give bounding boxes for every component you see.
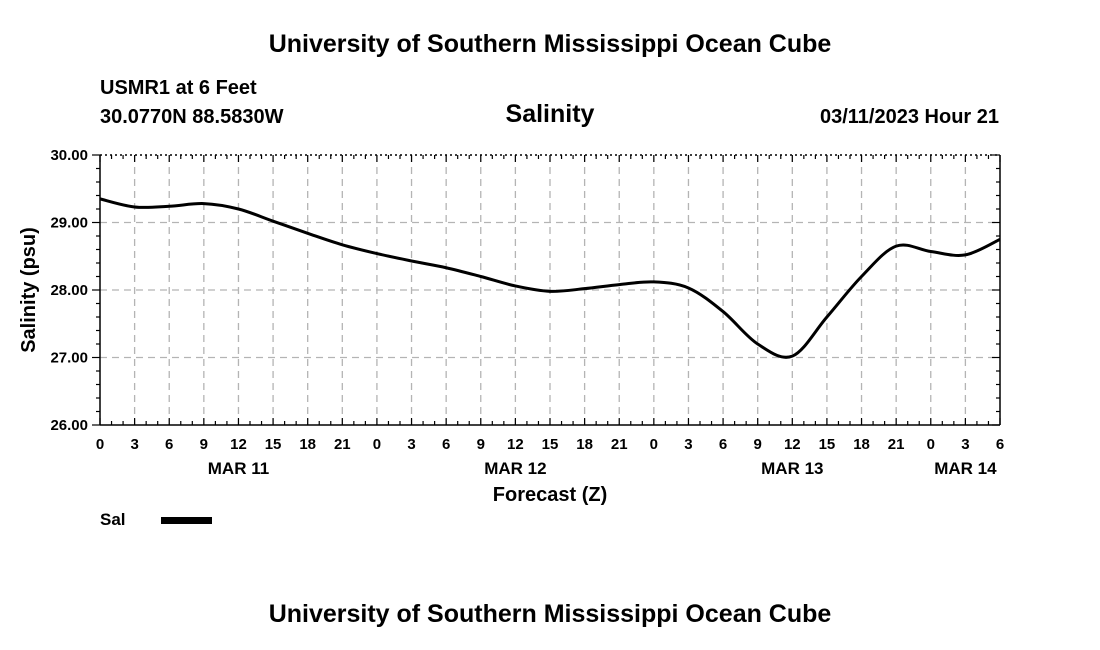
station-coordinates: 30.0770N 88.5830W	[100, 106, 284, 128]
date-label: MAR 13	[761, 459, 823, 478]
x-tick-label: 15	[265, 436, 282, 453]
legend-swatch	[161, 517, 212, 524]
x-tick-label: 12	[230, 436, 247, 453]
x-tick-label: 12	[784, 436, 801, 453]
x-tick-label: 3	[130, 436, 138, 453]
x-tick-label: 18	[853, 436, 870, 453]
x-tick-label: 21	[888, 436, 905, 453]
x-tick-label: 0	[373, 436, 381, 453]
x-tick-label: 3	[407, 436, 415, 453]
series-line-sal	[99, 197, 1001, 359]
x-tick-label: 6	[165, 436, 173, 453]
station-label: USMR1 at 6 Feet	[100, 77, 257, 99]
y-axis-title: Salinity (psu)	[18, 227, 40, 353]
date-label: MAR 12	[484, 459, 546, 478]
legend-label: Sal	[100, 510, 126, 529]
x-tick-label: 6	[442, 436, 450, 453]
axis-labels: 0 3 6 9 12 15 18 21 0 3 6 9 12 15 18 21 0 3 6 9 12 15 18 21 0 3 6 M…	[18, 147, 1004, 506]
x-tick-label: 0	[650, 436, 658, 453]
x-tick-label: 6	[996, 436, 1004, 453]
x-tick-label: 9	[477, 436, 485, 453]
series-layer	[99, 197, 1001, 359]
x-tick-label: 6	[719, 436, 727, 453]
bottom-title: University of Southern Mississippi Ocean…	[268, 600, 832, 628]
x-tick-label: 9	[754, 436, 762, 453]
x-tick-label: 3	[684, 436, 692, 453]
forecast-datetime: 03/11/2023 Hour 21	[819, 106, 999, 128]
x-tick-label: 0	[96, 436, 104, 453]
x-tick-label: 12	[507, 436, 524, 453]
x-tick-label: 15	[542, 436, 559, 453]
axes	[92, 154, 1001, 426]
x-tick-label: 3	[961, 436, 969, 453]
x-tick-label: 15	[819, 436, 836, 453]
x-tick-label: 9	[200, 436, 208, 453]
x-tick-label: 21	[334, 436, 351, 453]
y-tick-label: 28.00	[50, 282, 88, 299]
y-tick-label: 29.00	[50, 215, 88, 232]
y-tick-label: 30.00	[50, 147, 88, 164]
x-tick-label: 18	[576, 436, 593, 453]
chart-title: Salinity	[505, 100, 595, 128]
date-label: MAR 11	[208, 459, 269, 478]
top-title: University of Southern Mississippi Ocean…	[268, 30, 832, 58]
x-tick-label: 0	[927, 436, 935, 453]
x-tick-label: 18	[299, 436, 316, 453]
x-tick-label: 21	[611, 436, 628, 453]
grid-lines	[100, 155, 1000, 425]
x-axis-title: Forecast (Z)	[493, 484, 607, 506]
y-tick-label: 26.00	[50, 417, 88, 434]
y-tick-label: 27.00	[50, 350, 88, 367]
date-label: MAR 14	[934, 459, 997, 478]
